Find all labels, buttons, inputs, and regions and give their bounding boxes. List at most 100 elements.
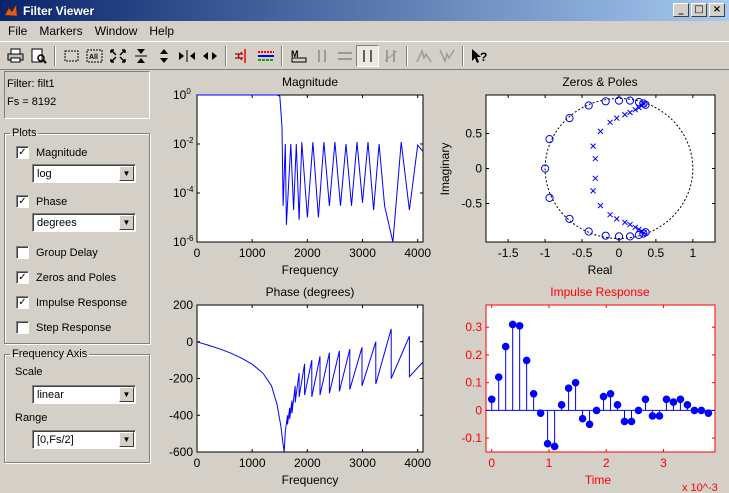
peaks-icon[interactable]: [412, 45, 435, 67]
frequency-scale-select[interactable]: linear ▼: [32, 385, 136, 404]
impulse-stem-marker: [557, 401, 566, 409]
line-style-icon[interactable]: [254, 45, 277, 67]
phase-label: Phase: [36, 195, 68, 208]
checkbox-box[interactable]: ✓: [16, 296, 29, 309]
pole-marker: [597, 202, 604, 209]
step-response-checkbox[interactable]: Step Response: [16, 321, 111, 334]
zoom-all-icon[interactable]: All: [83, 45, 106, 67]
zoom-box-icon[interactable]: [60, 45, 83, 67]
frequency-range-select[interactable]: [0,Fs/2] ▼: [32, 430, 136, 449]
phase-ytick-label: -400: [169, 408, 193, 422]
magnitude-scale-select[interactable]: log ▼: [32, 164, 136, 183]
impulse-stem-marker: [634, 406, 643, 415]
filter-name: Filter: filt1: [7, 78, 55, 90]
scale-label: Scale: [15, 366, 43, 378]
phase-ytick-label: -600: [169, 445, 193, 459]
menu-bar: File Markers Window Help: [0, 21, 729, 40]
dropdown-arrow-icon[interactable]: ▼: [119, 166, 134, 181]
phase-axes[interactable]: [196, 304, 424, 453]
impulse-response-axes[interactable]: [485, 304, 716, 453]
phase-response-line: [196, 328, 424, 453]
zoom-y-in-icon[interactable]: [129, 45, 152, 67]
magnitude-response-line: [197, 94, 424, 243]
matlab-logo-icon: [3, 3, 19, 19]
impulse-stem-marker: [669, 398, 678, 406]
window-title: Filter Viewer: [23, 3, 95, 18]
print-preview-icon[interactable]: [27, 45, 50, 67]
zeros-poles-plot[interactable]: Zeros & Poles -1.5 -1 -0.5 0 0.5 1 -0.5 0 0.5 Re…: [438, 75, 716, 277]
checkbox-box[interactable]: [16, 321, 29, 334]
title-bar: Filter Viewer _ □ ×: [0, 0, 729, 21]
pole-marker: [607, 119, 613, 126]
dropdown-arrow-icon[interactable]: ▼: [119, 387, 134, 402]
phase-units-value: degrees: [37, 216, 77, 229]
impulse-stem-marker: [494, 373, 503, 381]
group-delay-checkbox[interactable]: Group Delay: [16, 246, 98, 259]
zeros-poles-checkbox[interactable]: ✓ Zeros and Poles: [16, 271, 116, 284]
toolbar-separator: [462, 45, 464, 66]
phase-checkbox[interactable]: ✓ Phase: [16, 195, 67, 208]
zeros-poles-xtick-label: 0: [616, 246, 623, 260]
impulse-stem-marker: [690, 406, 699, 415]
menu-markers[interactable]: Markers: [39, 23, 83, 38]
phase-plot[interactable]: Phase (degrees) 0 1000 2000 3000 4000-600-40…: [169, 285, 431, 487]
zero-marker: [614, 96, 624, 105]
checkbox-box[interactable]: ✓: [16, 271, 29, 284]
phase-ytick-label: 0: [186, 335, 193, 349]
marker-icon[interactable]: M: [287, 45, 310, 67]
left-panel: Filter: filt1 Fs = 8192 Plots ✓ Magnitude…: [4, 71, 150, 490]
valleys-icon[interactable]: [435, 45, 458, 67]
impulse-xtick-label: 2: [603, 456, 610, 470]
impulse-ytick-label: 0.3: [465, 320, 482, 334]
impulse-ytick-label: -0.1: [461, 431, 482, 445]
menu-help[interactable]: Help: [149, 23, 175, 38]
impulse-response-plot[interactable]: Impulse Response 0 1 2 3 -0.1 0 0.1 0.2 0.3 Time…: [461, 285, 717, 493]
pole-marker: [641, 230, 647, 236]
vertical-markers-icon[interactable]: [310, 45, 333, 67]
zeros-poles-axes[interactable]: [485, 94, 716, 243]
magnitude-plot[interactable]: Magnitude 0 1000 2000 3000 4000 10-6 10-4 10-2 1…: [173, 75, 431, 277]
impulse-stem-marker: [487, 395, 496, 404]
plots-area: Magnitude 0 1000 2000 3000 400010-610-410-21…: [169, 75, 718, 493]
menu-window[interactable]: Window: [94, 23, 138, 38]
impulse-stem-marker: [550, 442, 559, 451]
magnitude-title: Magnitude: [282, 75, 338, 89]
zero-marker: [545, 135, 554, 144]
impulse-response-checkbox[interactable]: ✓ Impulse Response: [16, 296, 127, 309]
impulse-stem-marker: [613, 401, 622, 409]
impulse-multiplier: x 10^-3: [682, 482, 718, 493]
magnitude-label: Magnitude: [36, 146, 88, 159]
range-label: Range: [15, 412, 48, 424]
close-button[interactable]: ×: [709, 3, 725, 17]
zoom-x-in-icon[interactable]: [175, 45, 198, 67]
maximize-button[interactable]: □: [691, 3, 707, 17]
horizontal-markers-icon[interactable]: [333, 45, 356, 67]
impulse-stem-marker: [620, 417, 629, 426]
slope-markers-icon[interactable]: [379, 45, 402, 67]
minimize-button[interactable]: _: [673, 3, 689, 17]
zoom-out-icon[interactable]: [106, 45, 129, 67]
impulse-stem-marker: [655, 412, 664, 420]
phase-xlabel: Frequency: [282, 473, 339, 487]
print-icon[interactable]: [4, 45, 27, 67]
dropdown-arrow-icon[interactable]: ▼: [119, 215, 134, 230]
checkbox-box[interactable]: ✓: [16, 195, 29, 208]
zoom-y-out-icon[interactable]: [152, 45, 175, 67]
zoom-x-out-icon[interactable]: [198, 45, 221, 67]
dropdown-arrow-icon[interactable]: ▼: [119, 432, 134, 447]
pole-marker: [607, 211, 613, 218]
impulse-response-xlabel: Time: [585, 473, 612, 487]
track-markers-icon[interactable]: [356, 44, 379, 67]
magnitude-axes[interactable]: [196, 94, 424, 243]
magnitude-xlabel: Frequency: [282, 263, 339, 277]
pass-stop-band-icon[interactable]: [231, 45, 254, 67]
menu-file[interactable]: File: [8, 23, 28, 38]
checkbox-box[interactable]: ✓: [16, 146, 29, 159]
phase-units-select[interactable]: degrees ▼: [32, 213, 136, 232]
impulse-stem-marker: [697, 406, 706, 415]
context-help-icon[interactable]: ?: [468, 45, 491, 67]
magnitude-checkbox[interactable]: ✓ Magnitude: [16, 146, 87, 159]
magnitude-xtick-label: 2000: [294, 246, 321, 260]
unit-circle: [544, 98, 694, 239]
checkbox-box[interactable]: [16, 246, 29, 259]
